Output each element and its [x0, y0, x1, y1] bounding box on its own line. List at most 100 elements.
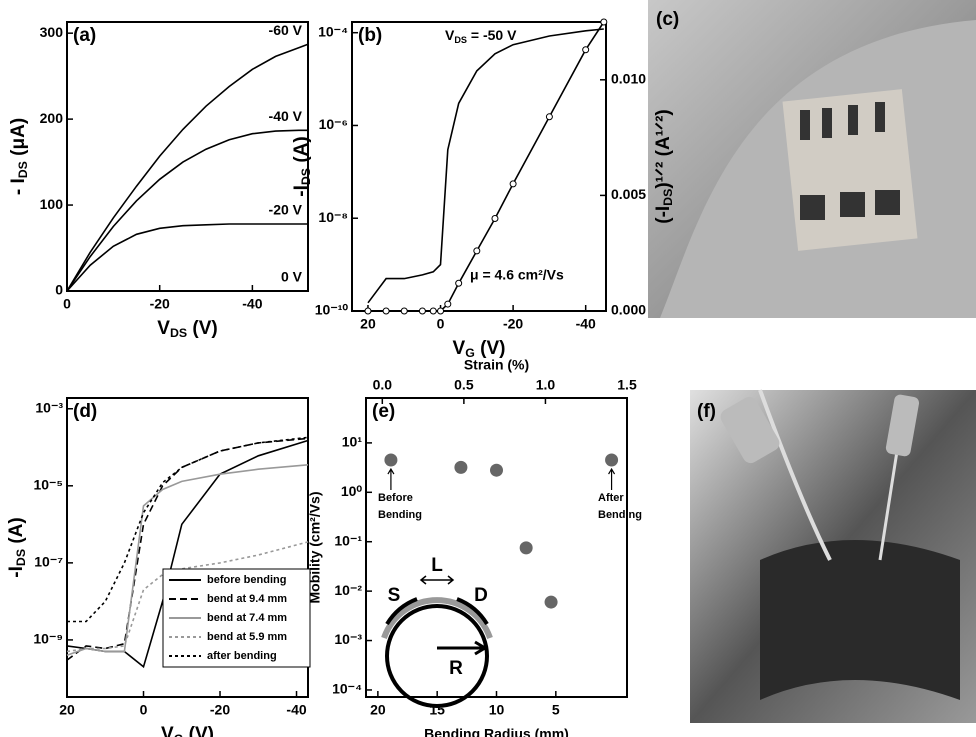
data-point [601, 19, 607, 25]
x2-tick-label: 0.5 [454, 377, 474, 393]
panel-label: (d) [73, 401, 97, 422]
data-point [401, 308, 407, 314]
annotation: Bending [598, 509, 642, 521]
x-axis-title-part: V [157, 318, 170, 339]
diagram-arrow [421, 576, 453, 584]
data-point [454, 461, 467, 474]
y-tick-label: 10⁻² [334, 582, 362, 598]
data-point [492, 216, 498, 222]
y-tick-label: 10⁻⁵ [33, 477, 63, 493]
annotation-part: DS [454, 35, 467, 45]
y-tick-label: 300 [40, 24, 64, 40]
diagram-label: S [388, 585, 401, 606]
y-tick-label: 0 [55, 282, 63, 298]
data-point [419, 308, 425, 314]
data-point [365, 308, 371, 314]
y-tick-label: 10⁻¹⁰ [315, 302, 349, 318]
y-tick-label: 10⁻⁴ [318, 23, 348, 39]
y-tick-label: 10⁻⁹ [33, 631, 63, 647]
y-axis-title-part: (A) [6, 517, 27, 549]
x-tick-label: 0 [140, 702, 148, 718]
data-point [383, 308, 389, 314]
annotation-arrow [609, 469, 615, 490]
x-tick-label: -40 [242, 296, 262, 312]
x-tick-label: -20 [150, 296, 170, 312]
x-tick-label: -20 [210, 702, 230, 718]
annotation: Before [378, 492, 413, 504]
annotation-arrow [388, 469, 394, 490]
x-axis-title: VDS (V) [157, 318, 217, 340]
series-line [368, 29, 604, 303]
panel-label: (b) [358, 25, 382, 46]
annotation: μ = 4.6 cm²/Vs [470, 267, 564, 283]
y-tick-label: 10⁻⁴ [332, 681, 362, 697]
x-tick-label: 10 [489, 702, 505, 718]
x-tick-label: 20 [360, 316, 376, 332]
diagram-label: L [431, 555, 443, 576]
y-tick-label: 100 [40, 196, 64, 212]
y-axis-title-part: DS [14, 549, 28, 566]
x-tick-label: -20 [503, 316, 523, 332]
figure: (c) (f) 0-20-400100200300(a)VDS (V)- IDS… [0, 0, 976, 737]
data-point [474, 248, 480, 254]
panel-label: (c) [656, 9, 679, 30]
x-axis-title-part: V [161, 724, 174, 737]
x-tick-label: 5 [552, 702, 560, 718]
data-point [438, 308, 444, 314]
y2-tick-label: 0.010 [611, 71, 646, 87]
plot-frame [366, 398, 627, 697]
y-tick-label: 10⁻³ [334, 631, 362, 647]
y-tick-label: 10⁻¹ [334, 532, 362, 548]
data-point [456, 280, 462, 286]
diagram-label: D [474, 585, 488, 606]
panel-label: (e) [372, 401, 395, 422]
legend-label: bend at 5.9 mm [207, 631, 287, 643]
legend-label: after bending [207, 650, 277, 662]
y-tick-label: 10¹ [342, 434, 363, 450]
x2-tick-label: 1.0 [536, 377, 556, 393]
data-point [546, 114, 552, 120]
data-point [520, 541, 533, 554]
panel-label: (a) [73, 25, 96, 46]
y-axis-title-part: DS [299, 168, 313, 185]
x-axis-title-part: (V) [183, 724, 214, 737]
y-axis-title-part: -I [291, 185, 312, 197]
annotation: VDS = -50 V [445, 27, 517, 46]
x2-axis-title: Strain (%) [464, 357, 529, 373]
y2-axis-title-part: )¹ᐟ² (A¹ᐟ²) [653, 109, 674, 188]
y-axis-title: - IDS (μA) [8, 118, 30, 195]
data-point [430, 308, 436, 314]
series-label: -60 V [269, 22, 303, 38]
x-axis-title-part: G [174, 732, 184, 737]
x-tick-label: 20 [370, 702, 386, 718]
panel-label: (f) [697, 401, 716, 422]
series-label: 0 V [281, 269, 303, 285]
plot-frame [67, 22, 308, 291]
y2-axis-title-part: DS [661, 189, 675, 206]
y-axis-title-part: (A) [291, 136, 312, 168]
x-axis-title-part: (V) [187, 318, 218, 339]
data-point [490, 464, 503, 477]
y-axis-title-part: DS [16, 161, 30, 178]
x-axis-title: Bending Radius (mm) [424, 726, 569, 737]
diagram-arrow [437, 642, 485, 654]
data-point [545, 596, 558, 609]
diagram-label: R [449, 658, 463, 679]
annotation: After [598, 492, 624, 504]
x2-tick-label: 0.0 [373, 377, 393, 393]
data-point [583, 47, 589, 53]
legend-label: before bending [207, 574, 286, 586]
y-tick-label: 10⁻⁶ [319, 116, 348, 132]
x-tick-label: 0 [63, 296, 71, 312]
annotation-part: = -50 V [467, 27, 517, 43]
y-tick-label: 200 [40, 110, 64, 126]
series-label: -20 V [269, 202, 303, 218]
x-tick-label: 0 [437, 316, 445, 332]
y-axis-title-part: -I [6, 566, 27, 578]
x-tick-label: 20 [59, 702, 75, 718]
data-point [384, 454, 397, 467]
y-axis-title: Mobility (cm²/Vs) [307, 491, 323, 603]
y-tick-label: 10⁻⁸ [318, 209, 348, 225]
data-point [510, 181, 516, 187]
x2-tick-label: 1.5 [617, 377, 637, 393]
